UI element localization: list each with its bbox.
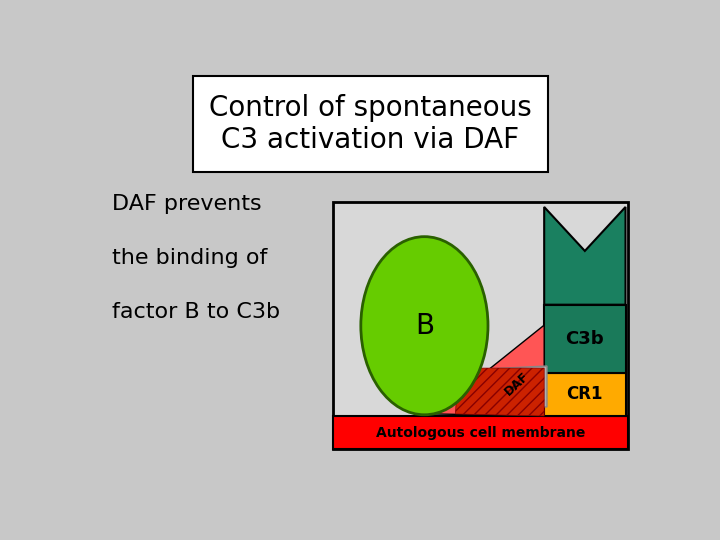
Text: Control of spontaneous
C3 activation via DAF: Control of spontaneous C3 activation via… — [209, 94, 532, 154]
Polygon shape — [458, 366, 547, 407]
Text: DAF: DAF — [502, 370, 531, 399]
Polygon shape — [433, 325, 544, 416]
Bar — [333, 202, 629, 449]
Text: Autologous cell membrane: Autologous cell membrane — [376, 426, 585, 440]
Polygon shape — [456, 368, 544, 416]
Text: C3b: C3b — [565, 330, 604, 348]
Text: the binding of: the binding of — [112, 248, 268, 268]
Bar — [193, 77, 547, 172]
Ellipse shape — [361, 237, 488, 415]
Text: CR1: CR1 — [567, 386, 603, 403]
Polygon shape — [544, 207, 626, 305]
Text: factor B to C3b: factor B to C3b — [112, 302, 281, 322]
Bar — [544, 373, 626, 416]
Text: DAF prevents: DAF prevents — [112, 194, 262, 214]
Bar — [333, 416, 629, 449]
Bar — [544, 305, 626, 373]
Text: B: B — [415, 312, 434, 340]
